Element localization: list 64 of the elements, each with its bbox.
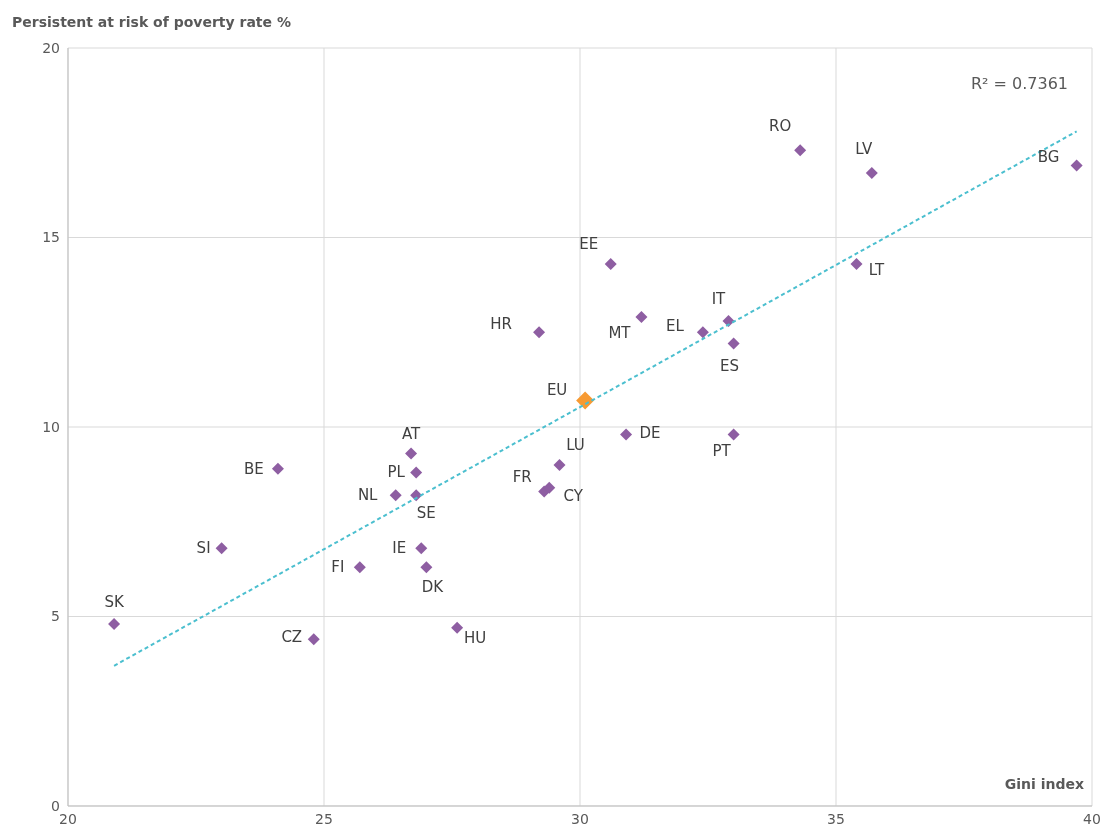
annotation: AT — [401, 424, 421, 443]
annotation: NL — [357, 486, 379, 505]
annotation: DK — [421, 578, 445, 597]
annotation: CY — [563, 486, 584, 505]
point — [307, 633, 320, 646]
point — [850, 258, 863, 271]
annotation: LU — [566, 435, 585, 454]
y-tick-label: 10 — [42, 418, 60, 435]
annotation: EU — [546, 381, 568, 400]
point — [353, 561, 366, 574]
point — [794, 144, 807, 157]
point — [635, 311, 648, 324]
y-axis-title: Persistent at risk of poverty rate % — [12, 14, 291, 30]
annotation: EE — [579, 235, 599, 254]
annotation: BG — [1037, 148, 1060, 167]
annotation: MT — [608, 324, 632, 343]
point — [415, 542, 428, 555]
annotation: CZ — [281, 628, 303, 647]
point — [451, 621, 464, 634]
annotation: FI — [331, 558, 345, 577]
point — [1070, 159, 1083, 172]
y-tick-label: 15 — [42, 229, 60, 246]
y-tick-label: 0 — [51, 797, 60, 814]
annotation: ES — [720, 356, 740, 375]
point — [865, 167, 878, 180]
x-tick-label: 35 — [827, 810, 845, 827]
annotation: IE — [392, 539, 407, 558]
annotation: PT — [712, 441, 732, 460]
point — [215, 542, 228, 555]
annotation: LV — [855, 140, 874, 159]
x-tick-label: 25 — [315, 810, 333, 827]
point — [405, 447, 418, 460]
point — [727, 428, 740, 441]
annotation: SE — [416, 504, 436, 523]
point — [108, 618, 121, 631]
annotation: BE — [244, 459, 264, 478]
annotation: SI — [196, 539, 211, 558]
annotation: FR — [512, 468, 532, 487]
annotation: EL — [665, 317, 685, 336]
annotation: LT — [868, 261, 886, 280]
point — [420, 561, 433, 574]
point — [553, 458, 566, 471]
annotation: HU — [463, 628, 487, 647]
y-tick-label: 5 — [51, 608, 60, 625]
point — [410, 466, 423, 479]
annotation: IT — [711, 289, 727, 308]
point — [271, 462, 284, 475]
annotation: PL — [387, 463, 406, 482]
y-tick-label: 20 — [42, 39, 60, 56]
point — [576, 391, 595, 410]
point — [533, 326, 546, 339]
annotation: RO — [769, 117, 792, 136]
annotation: DE — [639, 423, 661, 442]
point — [389, 489, 402, 502]
x-tick-label: 40 — [1083, 810, 1101, 827]
x-axis-title: Gini index — [1004, 776, 1084, 792]
point — [604, 258, 617, 271]
point — [727, 337, 740, 350]
annotation: R² = 0.7361 — [970, 74, 1068, 93]
annotation: SK — [104, 593, 125, 612]
point — [620, 428, 633, 441]
annotation: HR — [490, 315, 512, 334]
x-tick-label: 30 — [571, 810, 589, 827]
point — [696, 326, 709, 339]
